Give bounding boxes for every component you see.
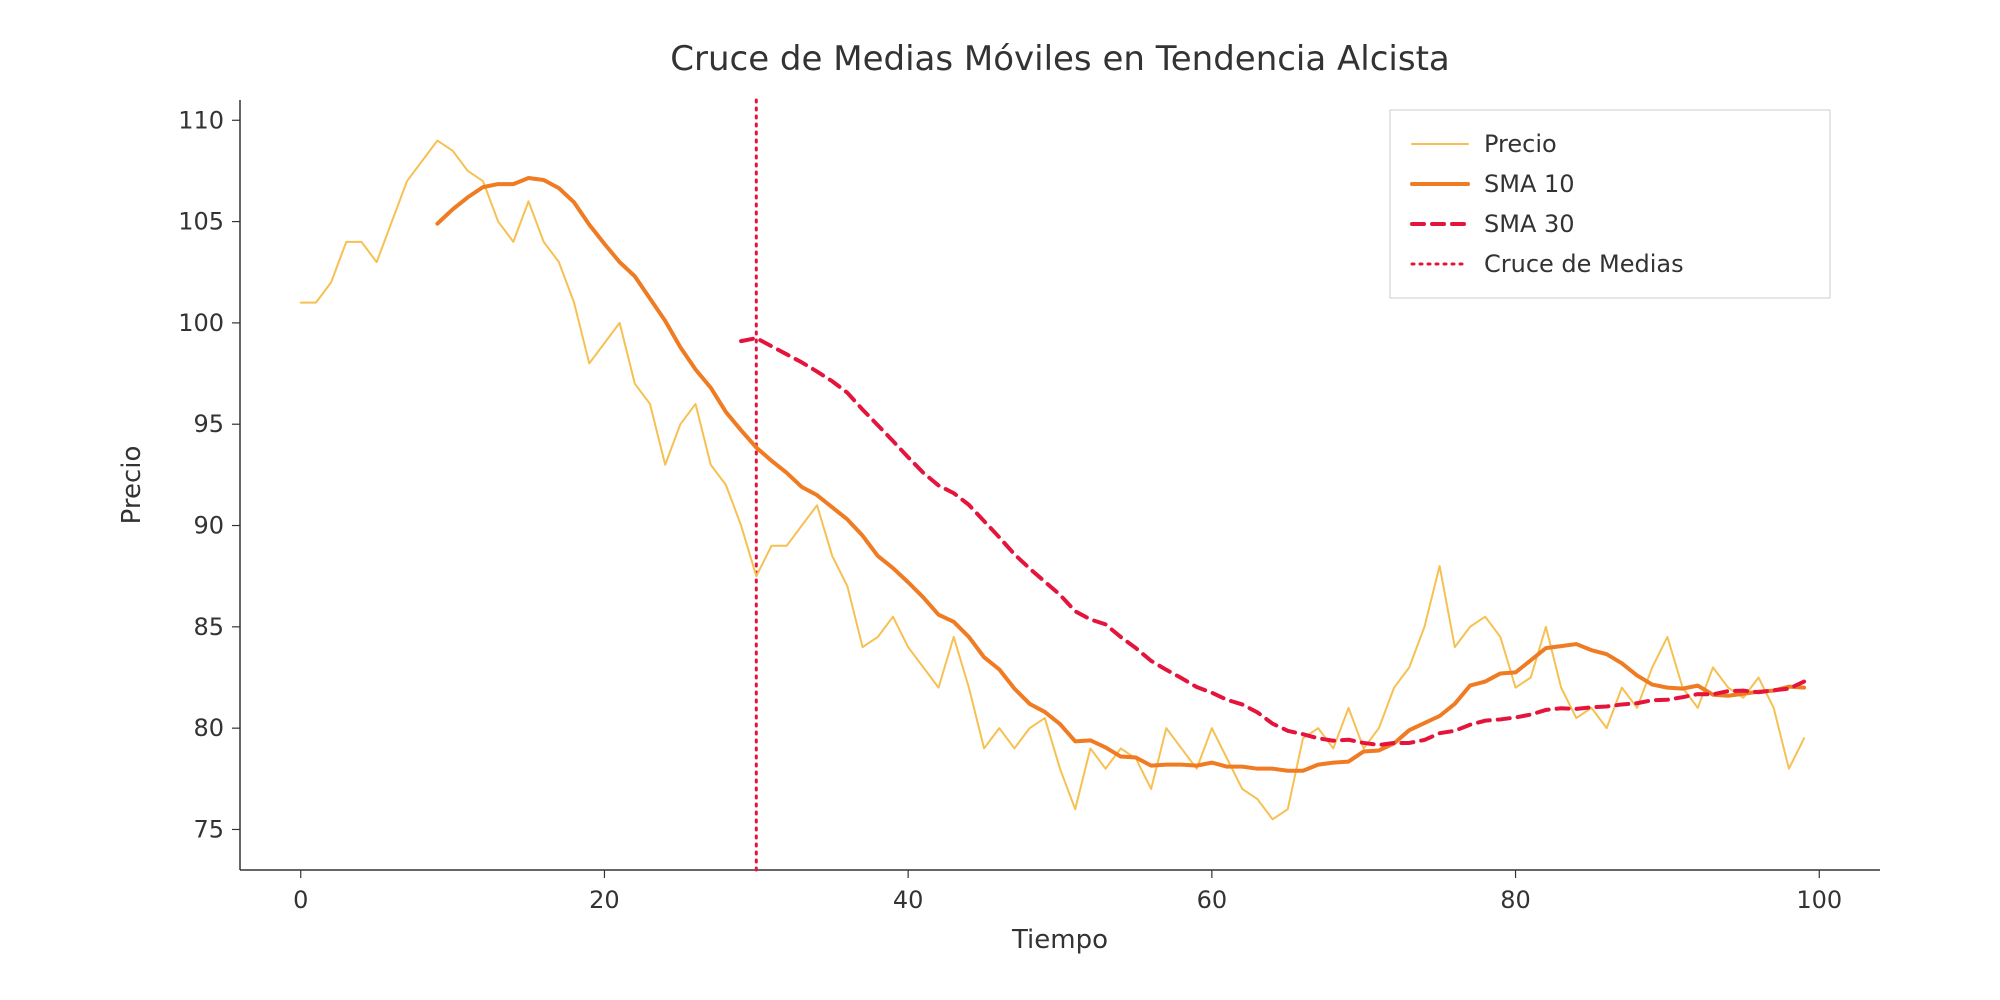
y-tick-label: 80 <box>193 714 224 742</box>
y-axis-label: Precio <box>117 446 147 525</box>
chart-svg: 0 20 40 60 80 100 75 80 85 90 95 100 105 110 Tiempo Pre… <box>0 0 2000 1000</box>
y-tick-label: 90 <box>193 512 224 540</box>
chart-title: Cruce de Medias Móviles en Tendencia Alc… <box>670 39 1450 79</box>
x-tick-label: 100 <box>1796 886 1842 914</box>
x-axis-label: Tiempo <box>1011 925 1108 955</box>
y-tick-label: 85 <box>193 613 224 641</box>
x-tick-label: 40 <box>893 886 924 914</box>
x-tick-label: 60 <box>1197 886 1228 914</box>
y-tick-label: 100 <box>178 309 224 337</box>
x-tick-label: 0 <box>293 886 308 914</box>
legend-label: Cruce de Medias <box>1484 250 1684 278</box>
legend-label: Precio <box>1484 130 1557 158</box>
y-tick-label: 105 <box>178 208 224 236</box>
y-tick-label: 110 <box>178 106 224 134</box>
chart-container: 0 20 40 60 80 100 75 80 85 90 95 100 105 110 Tiempo Pre… <box>0 0 2000 1000</box>
y-tick-label: 75 <box>193 815 224 843</box>
legend-label: SMA 10 <box>1484 170 1575 198</box>
x-tick-label: 20 <box>589 886 620 914</box>
x-tick-label: 80 <box>1500 886 1531 914</box>
y-tick-label: 95 <box>193 410 224 438</box>
legend-label: SMA 30 <box>1484 210 1575 238</box>
